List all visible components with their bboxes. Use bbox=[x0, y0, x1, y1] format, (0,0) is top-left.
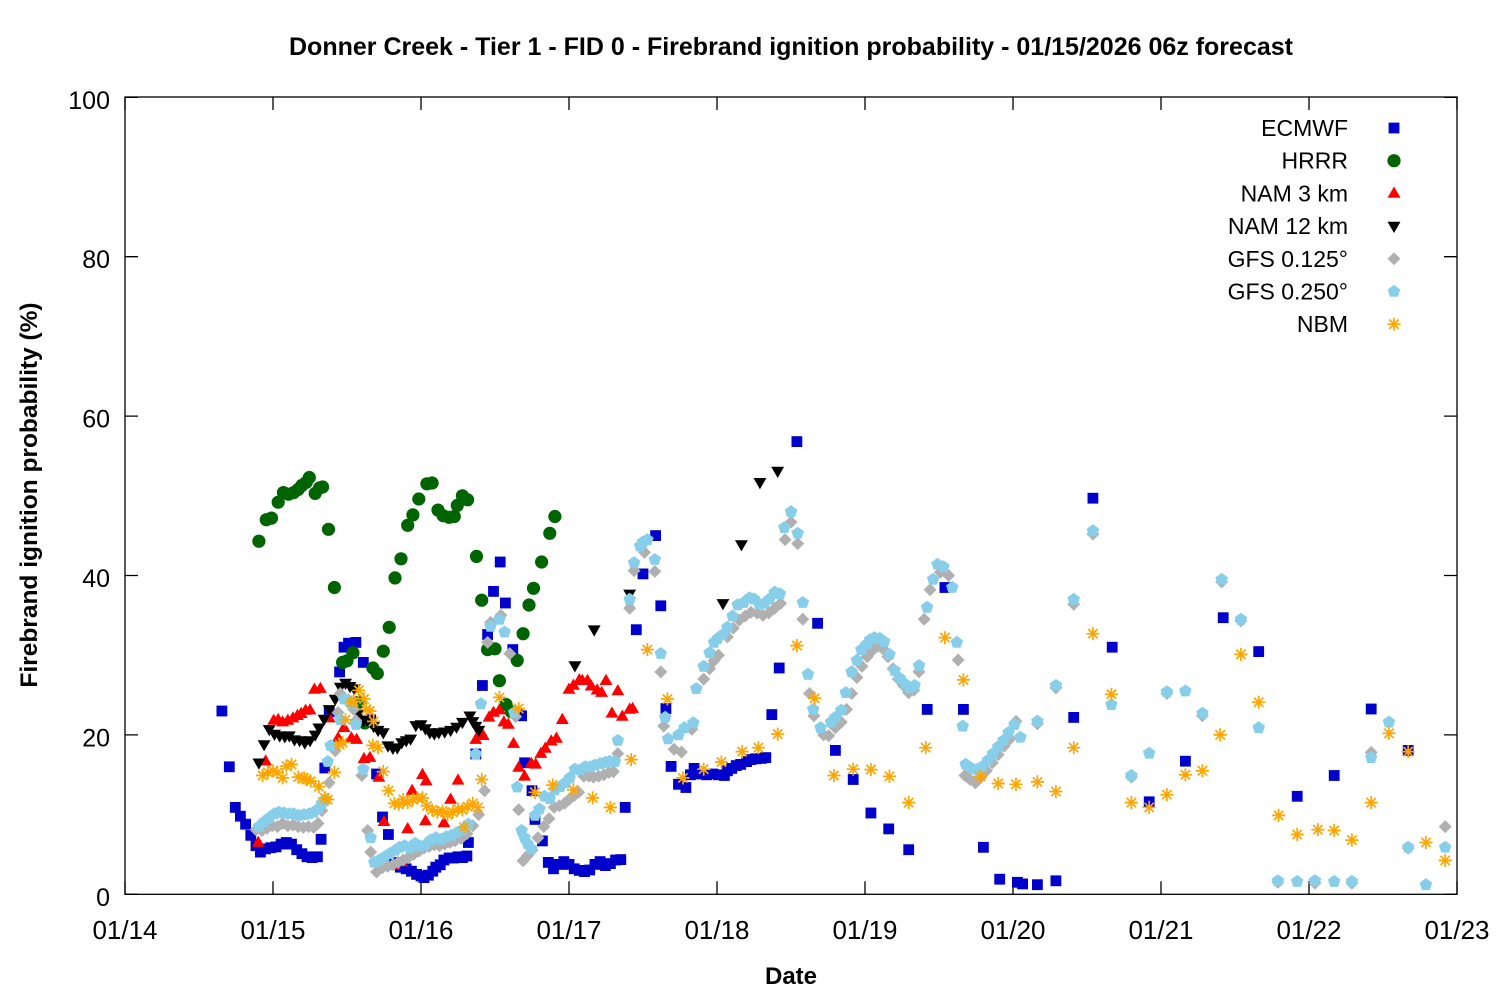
svg-text:01/16: 01/16 bbox=[388, 915, 453, 945]
svg-text:NBM: NBM bbox=[1297, 311, 1348, 337]
svg-text:40: 40 bbox=[82, 565, 110, 593]
svg-text:Donner Creek - Tier 1 - FID 0: Donner Creek - Tier 1 - FID 0 - Firebran… bbox=[289, 33, 1294, 61]
svg-text:0: 0 bbox=[96, 884, 110, 912]
svg-text:01/17: 01/17 bbox=[536, 915, 601, 945]
svg-text:NAM 3 km: NAM 3 km bbox=[1241, 180, 1348, 206]
svg-text:GFS 0.125°: GFS 0.125° bbox=[1228, 246, 1348, 272]
svg-text:01/14: 01/14 bbox=[92, 915, 157, 945]
svg-text:01/15: 01/15 bbox=[240, 915, 305, 945]
svg-text:60: 60 bbox=[82, 406, 110, 434]
svg-text:20: 20 bbox=[82, 724, 110, 752]
svg-text:Date: Date bbox=[765, 963, 817, 990]
svg-text:ECMWF: ECMWF bbox=[1261, 115, 1348, 141]
svg-text:Firebrand ignition probability: Firebrand ignition probability (%) bbox=[16, 302, 43, 687]
svg-text:100: 100 bbox=[68, 87, 110, 115]
svg-text:01/20: 01/20 bbox=[980, 915, 1045, 945]
svg-text:NAM 12 km: NAM 12 km bbox=[1228, 213, 1348, 239]
svg-text:01/19: 01/19 bbox=[832, 915, 897, 945]
svg-text:HRRR: HRRR bbox=[1282, 148, 1348, 174]
svg-text:01/23: 01/23 bbox=[1424, 915, 1489, 945]
svg-text:80: 80 bbox=[82, 246, 110, 274]
svg-text:01/22: 01/22 bbox=[1276, 915, 1341, 945]
svg-text:01/21: 01/21 bbox=[1128, 915, 1193, 945]
svg-text:01/18: 01/18 bbox=[684, 915, 749, 945]
svg-text:GFS 0.250°: GFS 0.250° bbox=[1228, 279, 1348, 305]
